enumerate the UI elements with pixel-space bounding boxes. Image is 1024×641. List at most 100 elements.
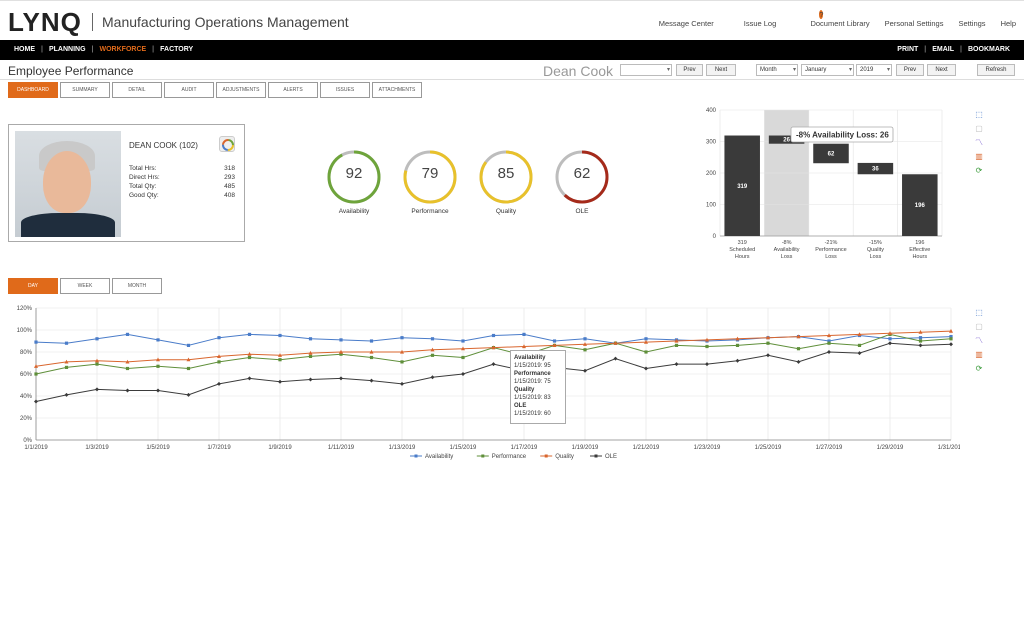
data-point — [278, 379, 282, 384]
copy-icon[interactable]: ▢ — [975, 124, 983, 133]
tab-audit[interactable]: AUDIT — [164, 82, 214, 98]
category-label: Hours — [912, 254, 927, 260]
y-tick-label: 60% — [20, 372, 33, 378]
bar-value-label: 319 — [737, 184, 748, 190]
settings-link[interactable]: Settings — [958, 19, 986, 28]
data-point — [766, 341, 770, 345]
line-chart-icon[interactable]: 〽 — [975, 336, 983, 345]
waterfall-chart: 0100200300400319319ScheduledHours26-8%Av… — [706, 108, 943, 260]
prev-employee-button[interactable]: Prev — [676, 64, 703, 76]
period-select[interactable]: Month — [756, 64, 798, 76]
document-library-link[interactable]: Document Library — [810, 19, 870, 28]
data-point — [918, 339, 923, 343]
waterfall-bar — [768, 135, 805, 144]
employee-select[interactable] — [620, 64, 672, 76]
tab-week[interactable]: WEEK — [60, 278, 110, 294]
waterfall-tooltip: -8% Availability Loss: 26 — [790, 126, 894, 143]
year-select[interactable]: 2019 — [856, 64, 892, 76]
refresh-icon[interactable]: ⟳ — [975, 166, 983, 175]
crop-icon[interactable]: ⬚ — [975, 110, 983, 119]
data-point — [491, 345, 496, 350]
gauge-ring — [327, 150, 381, 204]
data-point — [461, 346, 465, 351]
stat-label: Good Qty: — [129, 192, 159, 199]
color-wheel-icon[interactable] — [219, 136, 235, 152]
refresh-icon[interactable]: ⟳ — [975, 364, 983, 373]
gauge-value: 92 — [345, 165, 363, 182]
data-point — [796, 334, 801, 339]
prev-period-button[interactable]: Prev — [896, 64, 924, 76]
data-point — [827, 341, 831, 345]
data-point — [918, 330, 923, 334]
nav-home[interactable]: HOME — [14, 46, 35, 53]
data-point — [64, 392, 69, 397]
bar-chart-icon[interactable]: ▥ — [975, 152, 983, 161]
gauge-label: Availability — [338, 208, 370, 215]
tab-month[interactable]: MONTH — [112, 278, 162, 294]
personal-settings-link[interactable]: Personal Settings — [884, 19, 944, 28]
gauge-label: Performance — [411, 208, 449, 215]
data-point — [918, 343, 923, 348]
y-tick-label: 100% — [17, 328, 33, 334]
message-center-link[interactable]: Message Center — [658, 19, 714, 28]
nav-divider: | — [152, 46, 155, 53]
data-point — [278, 358, 282, 362]
issue-log-link[interactable]: Issue Log? — [729, 10, 824, 29]
issue-log-label: Issue Log — [743, 19, 777, 28]
data-point — [674, 338, 679, 343]
data-point — [125, 359, 130, 364]
next-period-button[interactable]: Next — [927, 64, 956, 76]
month-select[interactable]: January — [801, 64, 854, 76]
page-title: Employee Performance — [8, 64, 134, 78]
data-point — [766, 335, 770, 340]
copy-icon[interactable]: ▢ — [975, 322, 983, 331]
crop-icon[interactable]: ⬚ — [975, 308, 983, 317]
data-point — [308, 377, 313, 382]
data-point — [827, 339, 831, 343]
data-point — [34, 399, 38, 404]
bar-chart-icon[interactable]: ▥ — [975, 350, 983, 359]
category-label: Loss — [825, 254, 837, 260]
nav-divider: | — [960, 46, 962, 53]
legend-marker — [414, 454, 418, 458]
tab-attachments[interactable]: ATTACHMENTS — [372, 82, 422, 98]
bookmark-link[interactable]: BOOKMARK — [968, 46, 1010, 53]
data-point — [949, 328, 953, 333]
nav-workforce[interactable]: WORKFORCE — [99, 46, 147, 53]
refresh-button[interactable]: Refresh — [977, 64, 1015, 76]
nav-factory[interactable]: FACTORY — [160, 46, 194, 53]
x-tick-label: 1/13/2019 — [389, 445, 416, 451]
print-link[interactable]: PRINT — [897, 46, 919, 53]
email-link[interactable]: EMAIL — [932, 46, 955, 53]
tab-summary[interactable]: SUMMARY — [60, 82, 110, 98]
tab-alerts[interactable]: ALERTS — [268, 82, 318, 98]
data-point — [949, 342, 953, 347]
help-link[interactable]: Help — [1000, 19, 1016, 28]
data-point — [339, 349, 343, 354]
category-label: 196 — [915, 240, 924, 246]
data-point — [369, 378, 374, 383]
data-point — [613, 341, 618, 345]
legend-item: Performance — [476, 454, 527, 460]
tab-issues[interactable]: ISSUES — [320, 82, 370, 98]
tab-detail[interactable]: DETAIL — [112, 82, 162, 98]
data-point — [156, 357, 160, 362]
data-point — [430, 337, 435, 341]
page-header: Employee Performance Dean Cook — [0, 60, 1024, 80]
data-point — [644, 337, 648, 341]
logo[interactable]: LYNQ — [8, 7, 82, 37]
tab-dashboard[interactable]: DASHBOARD — [8, 82, 58, 98]
category-label: Loss — [870, 254, 882, 260]
tab-adjustments[interactable]: ADJUSTMENTS — [216, 82, 266, 98]
line-chart-icon[interactable]: 〽 — [975, 138, 983, 147]
photo-shirt — [21, 213, 115, 237]
bar-value-label: 62 — [828, 151, 835, 157]
series-quality — [34, 328, 953, 368]
nav-planning[interactable]: PLANNING — [48, 46, 86, 53]
data-point — [918, 336, 923, 340]
next-employee-button[interactable]: Next — [706, 64, 736, 76]
gauge-performance: 79 Performance — [402, 149, 458, 215]
tab-day[interactable]: DAY — [8, 278, 58, 294]
data-point — [674, 362, 679, 367]
x-tick-label: 1/1/2019 — [24, 445, 48, 451]
